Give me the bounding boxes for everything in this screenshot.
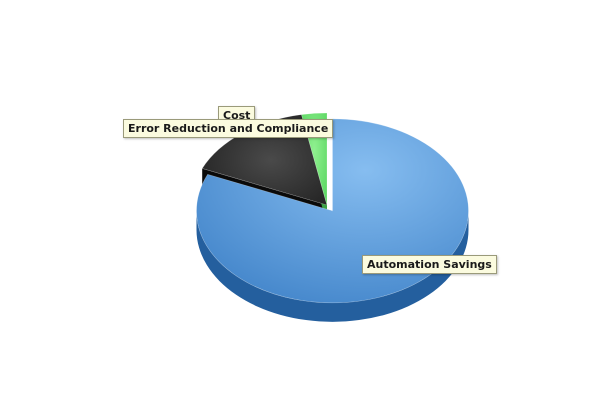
slice-label-error-reduction: Error Reduction and Compliance — [123, 119, 334, 138]
slice-label-automation-savings: Automation Savings — [362, 255, 497, 274]
slice-side-automation-savings — [196, 210, 469, 322]
pie-tops — [196, 112, 469, 304]
